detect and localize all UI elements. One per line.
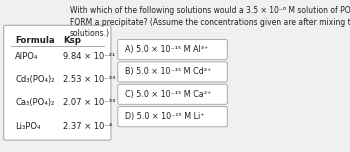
Text: Li₃PO₄: Li₃PO₄ — [15, 121, 41, 131]
Text: C) 5.0 × 10⁻¹⁵ M Ca²⁺: C) 5.0 × 10⁻¹⁵ M Ca²⁺ — [125, 90, 211, 99]
Text: A) 5.0 × 10⁻¹⁵ M Al³⁺: A) 5.0 × 10⁻¹⁵ M Al³⁺ — [125, 45, 208, 54]
Text: 2.53 × 10⁻³³: 2.53 × 10⁻³³ — [63, 75, 116, 84]
FancyBboxPatch shape — [118, 62, 228, 82]
Text: Cd₃(PO₄)₂: Cd₃(PO₄)₂ — [15, 75, 55, 84]
Text: D) 5.0 × 10⁻¹⁵ M Li⁺: D) 5.0 × 10⁻¹⁵ M Li⁺ — [125, 112, 204, 121]
Text: Formula: Formula — [15, 36, 55, 45]
Text: AlPO₄: AlPO₄ — [15, 52, 38, 61]
FancyBboxPatch shape — [118, 84, 228, 104]
FancyBboxPatch shape — [118, 107, 228, 127]
Text: 2.37 × 10⁻⁴: 2.37 × 10⁻⁴ — [63, 121, 112, 131]
Text: With which of the following solutions would a 3.5 × 10⁻⁶ M solution of PO₄³⁻ ion: With which of the following solutions wo… — [70, 6, 350, 38]
FancyBboxPatch shape — [4, 25, 111, 140]
Text: Ca₃(PO₄)₂: Ca₃(PO₄)₂ — [15, 98, 54, 107]
Text: Ksp: Ksp — [63, 36, 81, 45]
Text: B) 5.0 × 10⁻¹⁵ M Cd²⁺: B) 5.0 × 10⁻¹⁵ M Cd²⁺ — [125, 67, 211, 76]
Text: 2.07 × 10⁻³³: 2.07 × 10⁻³³ — [63, 98, 116, 107]
FancyBboxPatch shape — [118, 39, 228, 60]
Text: 9.84 × 10⁻²¹: 9.84 × 10⁻²¹ — [63, 52, 115, 61]
